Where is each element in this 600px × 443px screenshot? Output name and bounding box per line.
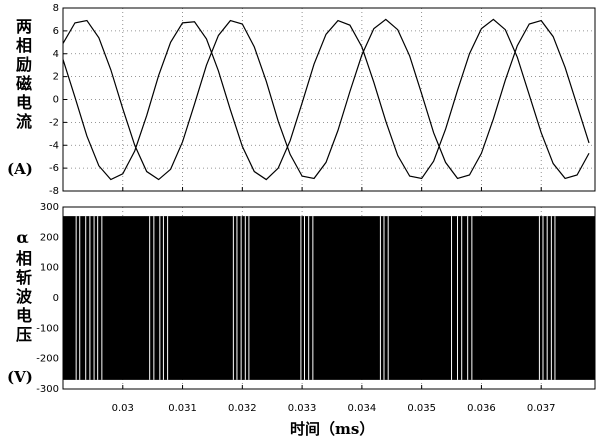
y-tick-label: -8 <box>49 186 59 197</box>
y-tick-label: 300 <box>40 202 59 213</box>
x-tick-label: 0.034 <box>348 403 377 414</box>
y-tick-label: 200 <box>40 232 59 243</box>
y-tick-label: -300 <box>36 384 59 395</box>
band <box>63 216 595 380</box>
x-tick-label: 0.031 <box>168 403 197 414</box>
x-tick-label: 0.035 <box>407 403 436 414</box>
x-tick-label: 0.032 <box>228 403 257 414</box>
y-tick-label: -6 <box>49 163 59 174</box>
y-tick-label: -100 <box>36 323 59 334</box>
x-axis-label: 时间（ms） <box>290 420 375 438</box>
y-tick-label: -200 <box>36 354 59 365</box>
x-tick-label: 0.033 <box>288 403 317 414</box>
y-tick-label: 0 <box>53 293 59 304</box>
y-axis-unit: (A) <box>7 160 33 178</box>
y-tick-label: 8 <box>53 3 59 14</box>
line <box>62 18 590 181</box>
y-tick-label: 4 <box>53 49 59 60</box>
y-tick-label: 0 <box>53 95 59 106</box>
y-axis-label: α相斩波电压 <box>13 228 32 345</box>
x-tick-label: 0.036 <box>467 403 496 414</box>
y-tick-label: 2 <box>53 72 59 83</box>
x-tick-label: 0.03 <box>112 403 134 414</box>
x-tick-label: 0.037 <box>527 403 556 414</box>
y-axis-label: 两相励磁电流 <box>13 18 32 132</box>
y-tick-label: 100 <box>40 263 59 274</box>
y-axis-unit: (V) <box>7 368 33 386</box>
y-tick-label: -2 <box>49 117 59 128</box>
line <box>62 18 590 181</box>
y-tick-label: -4 <box>49 140 59 151</box>
y-tick-label: 6 <box>53 26 59 37</box>
